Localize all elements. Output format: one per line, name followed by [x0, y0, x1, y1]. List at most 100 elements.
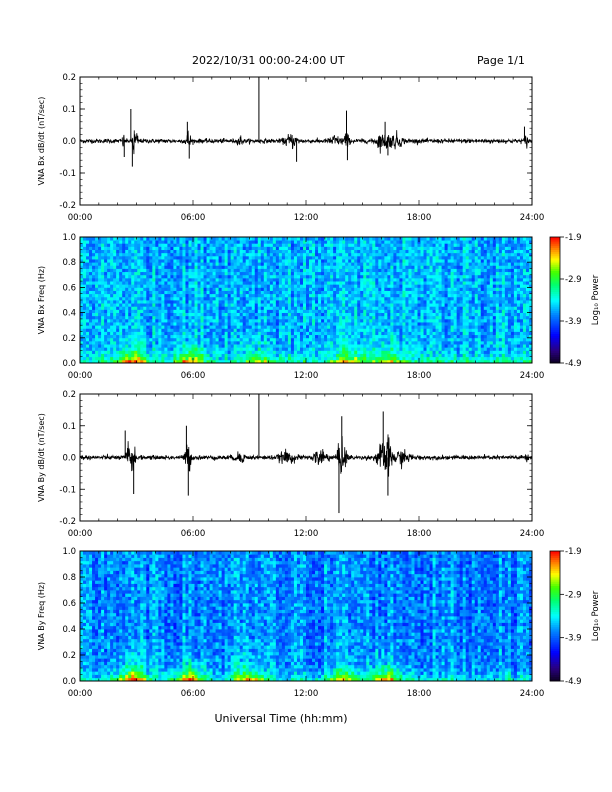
heatmap-cell [438, 293, 442, 298]
heatmap-cell [405, 252, 409, 257]
heatmap-cell [417, 312, 421, 317]
heatmap-cell [119, 293, 123, 298]
heatmap-cell [414, 290, 418, 295]
heatmap-cell [324, 259, 328, 263]
heatmap-cell [357, 246, 361, 250]
heatmap-cell [236, 243, 241, 247]
heatmap-cell [179, 318, 183, 323]
heatmap-cell [158, 265, 162, 269]
heatmap-cell [327, 359, 331, 364]
heatmap-cell [324, 303, 328, 307]
heatmap-cell [396, 328, 400, 332]
heatmap-cell [414, 277, 418, 282]
heatmap-cell [230, 318, 235, 323]
heatmap-cell [372, 243, 376, 247]
heatmap-cell [315, 281, 319, 285]
heatmap-cell [360, 268, 364, 273]
heatmap-cell [209, 300, 213, 304]
heatmap-cell [399, 281, 403, 285]
heatmap-cell [333, 240, 337, 244]
heatmap-cell [218, 315, 223, 320]
heatmap-cell [435, 328, 439, 332]
heatmap-cell [113, 325, 117, 329]
heatmap-cell [173, 331, 177, 336]
heatmap-cell [107, 268, 111, 273]
heatmap-cell [269, 259, 274, 263]
heatmap-cell [101, 249, 105, 254]
heatmap-cell [131, 281, 135, 285]
heatmap-cell [140, 315, 144, 320]
heatmap-cell [324, 268, 328, 273]
heatmap-cell [324, 240, 328, 244]
heatmap-cell [179, 246, 183, 250]
heatmap-cell [423, 277, 427, 282]
heatmap-cell [393, 243, 397, 247]
heatmap-cell [113, 331, 117, 336]
heatmap-cell [209, 290, 213, 295]
heatmap-cell [324, 252, 328, 257]
heatmap-cell [375, 246, 379, 250]
heatmap-cell [366, 243, 370, 247]
heatmap-cell [116, 340, 120, 345]
heatmap-cell [330, 281, 334, 285]
heatmap-cell [200, 243, 204, 247]
heatmap-cell [281, 337, 286, 342]
heatmap-cell [302, 328, 307, 332]
heatmap-cell [348, 344, 352, 348]
heatmap-cell [351, 328, 355, 332]
heatmap-cell [435, 325, 439, 329]
heatmap-cell [242, 325, 247, 329]
heatmap-cell [381, 359, 385, 364]
heatmap-cell [107, 249, 111, 254]
heatmap-cell [80, 347, 84, 351]
heatmap-cell [182, 274, 186, 279]
heatmap-cell [405, 353, 409, 358]
heatmap-cell [146, 252, 150, 257]
heatmap-cell [378, 350, 382, 354]
heatmap-cell [269, 252, 274, 257]
heatmap-cell [116, 344, 120, 348]
heatmap-cell [302, 334, 307, 339]
heatmap-cell [432, 337, 436, 342]
heatmap-cell [306, 353, 310, 358]
heatmap-cell [239, 315, 244, 320]
heatmap-cell [167, 347, 171, 351]
heatmap-cell [444, 325, 449, 329]
heatmap-cell [203, 337, 207, 342]
heatmap-cell [366, 281, 370, 285]
heatmap-cell [278, 353, 283, 358]
heatmap-cell [191, 337, 195, 342]
heatmap-cell [134, 359, 138, 364]
heatmap-cell [185, 293, 189, 298]
heatmap-cell [411, 356, 415, 361]
heatmap-cell [441, 340, 446, 345]
heatmap-cell [324, 337, 328, 342]
heatmap-cell [194, 274, 198, 279]
heatmap-cell [230, 350, 235, 354]
heatmap-cell [372, 344, 376, 348]
heatmap-cell [360, 337, 364, 342]
heatmap-cell [354, 315, 358, 320]
heatmap-cell [143, 268, 147, 273]
heatmap-cell [251, 271, 256, 276]
heatmap-cell [423, 312, 427, 317]
heatmap-cell [299, 268, 304, 273]
heatmap-cell [372, 315, 376, 320]
heatmap-cell [312, 340, 316, 345]
heatmap-cell [113, 318, 117, 323]
heatmap-cell [107, 237, 111, 241]
heatmap-cell [164, 287, 168, 291]
heatmap-cell [420, 347, 424, 351]
heatmap-cell [200, 306, 204, 310]
heatmap-cell [179, 262, 183, 266]
heatmap-cell [224, 337, 229, 342]
heatmap-cell [236, 356, 241, 361]
heatmap-cell [284, 255, 289, 260]
heatmap-cell [299, 259, 304, 263]
heatmap-cell [149, 252, 153, 257]
heatmap-cell [336, 344, 340, 348]
heatmap-cell [429, 259, 433, 263]
heatmap-cell [420, 240, 424, 244]
heatmap-cell [375, 306, 379, 310]
heatmap-cell [236, 322, 241, 326]
